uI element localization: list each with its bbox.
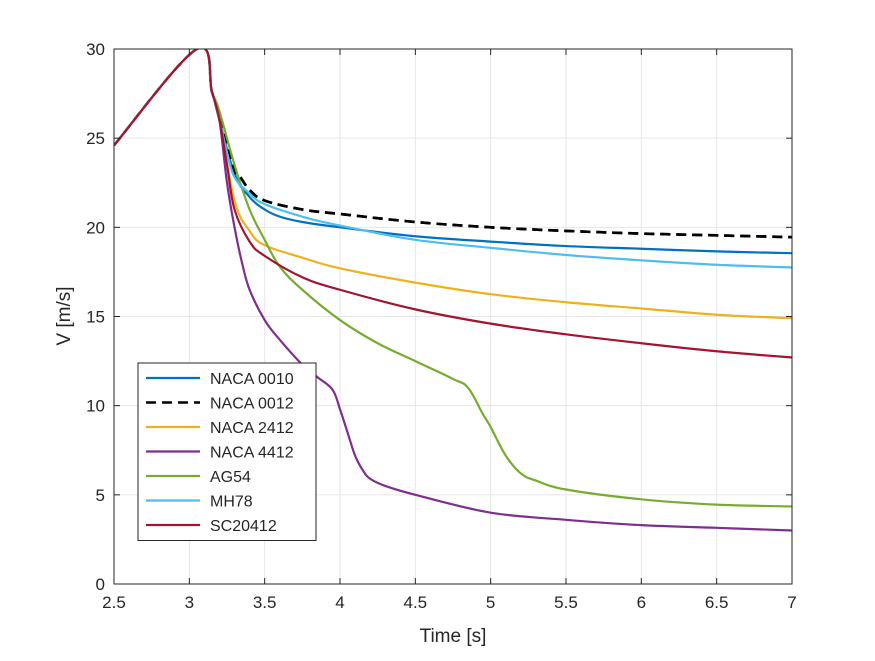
legend-label-sc20412: SC20412	[210, 518, 277, 535]
x-axis-label: Time [s]	[420, 626, 487, 647]
y-tick-label: 25	[86, 129, 105, 148]
x-tick-label: 7	[787, 593, 796, 612]
x-tick-label: 5.5	[554, 593, 578, 612]
y-tick-label: 5	[96, 486, 105, 505]
legend-label-naca-4412: NACA 4412	[210, 445, 294, 462]
y-axis-label: V [m/s]	[54, 286, 75, 345]
legend-label-naca-0012: NACA 0012	[210, 396, 294, 413]
legend-label-naca-2412: NACA 2412	[210, 420, 294, 437]
y-tick-label: 20	[86, 218, 105, 237]
series-line-naca-4412	[114, 49, 792, 532]
x-tick-label: 6.5	[705, 593, 729, 612]
series-line-naca-0012-overlay	[239, 176, 792, 239]
series-line-ag54	[114, 49, 792, 508]
axis-ticks: 2.5 3 3.5 4 4.5 5 5.5 6 6.5 7 0 5 10 15 20 25 30	[86, 40, 797, 612]
y-tick-label: 0	[96, 575, 105, 594]
legend-label-ag54: AG54	[210, 469, 251, 486]
x-tick-label: 3.5	[253, 593, 277, 612]
x-tick-label: 6	[637, 593, 646, 612]
y-tick-label: 10	[86, 397, 105, 416]
x-tick-label: 3	[185, 593, 194, 612]
legend-label-mh78: MH78	[210, 494, 253, 511]
legend-label-naca-0010: NACA 0010	[210, 371, 294, 388]
x-tick-label: 4.5	[404, 593, 428, 612]
y-tick-label: 15	[86, 308, 105, 327]
series-line-sc20412	[114, 49, 792, 359]
x-tick-label: 4	[335, 593, 344, 612]
x-tick-label: 5	[486, 593, 495, 612]
series-group	[114, 49, 792, 532]
x-tick-label: 2.5	[102, 593, 126, 612]
y-tick-label: 30	[86, 40, 105, 59]
legend: NACA 0010 NACA 0012 NACA 2412 NACA 4412 AG54…	[137, 362, 317, 541]
